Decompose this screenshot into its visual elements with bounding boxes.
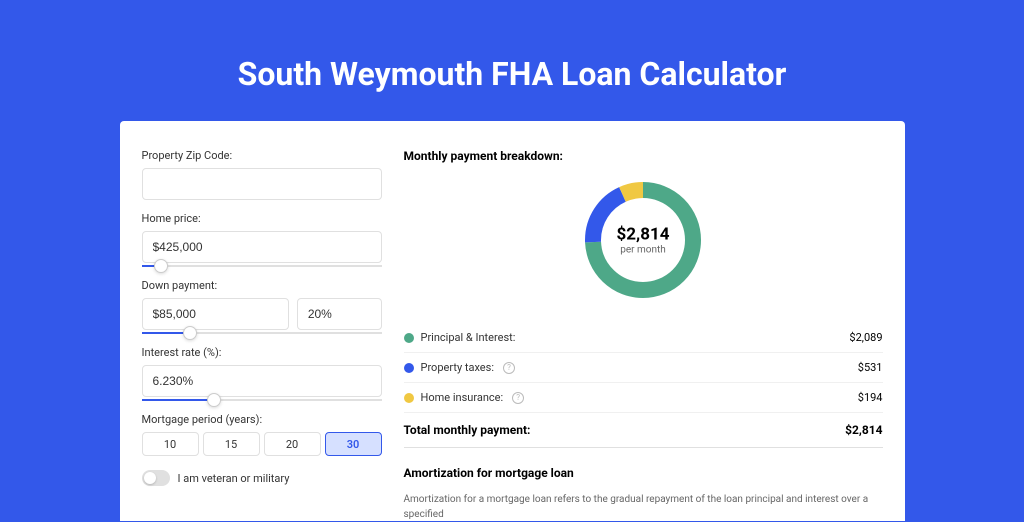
breakdown-title: Monthly payment breakdown: — [404, 149, 883, 163]
legend-dot — [404, 333, 414, 343]
period-button-15[interactable]: 15 — [203, 432, 260, 456]
donut-sublabel: per month — [617, 245, 670, 256]
veteran-toggle[interactable] — [142, 470, 170, 486]
home-price-input[interactable] — [142, 231, 382, 263]
breakdown-panel: Monthly payment breakdown: $2,814 per mo… — [404, 149, 883, 521]
breakdown-label: Home insurance: — [421, 391, 504, 404]
zip-label: Property Zip Code: — [142, 149, 382, 162]
period-label: Mortgage period (years): — [142, 413, 382, 426]
period-button-30[interactable]: 30 — [325, 432, 382, 456]
donut-amount: $2,814 — [617, 225, 670, 245]
veteran-toggle-row: I am veteran or military — [142, 470, 382, 486]
total-row: Total monthly payment: $2,814 — [404, 413, 883, 448]
down-payment-input[interactable] — [142, 298, 289, 330]
down-payment-group: Down payment: — [142, 279, 382, 334]
form-panel: Property Zip Code: Home price: Down paym… — [142, 149, 382, 521]
veteran-label: I am veteran or military — [178, 472, 290, 485]
amortization-text: Amortization for a mortgage loan refers … — [404, 492, 883, 522]
interest-group: Interest rate (%): — [142, 346, 382, 401]
amortization-section: Amortization for mortgage loan Amortizat… — [404, 466, 883, 522]
period-group: Mortgage period (years): 10152030 — [142, 413, 382, 456]
interest-slider[interactable] — [142, 399, 382, 401]
zip-input[interactable] — [142, 168, 382, 200]
down-payment-slider[interactable] — [142, 332, 382, 334]
home-price-label: Home price: — [142, 212, 382, 225]
help-icon[interactable]: ? — [503, 362, 515, 374]
legend-dot — [404, 393, 414, 403]
legend-dot — [404, 363, 414, 373]
page-title: South Weymouth FHA Loan Calculator — [238, 55, 787, 93]
interest-input[interactable] — [142, 365, 382, 397]
donut-chart: $2,814 per month — [578, 175, 708, 305]
toggle-knob — [144, 472, 156, 484]
down-payment-pct-input[interactable] — [297, 298, 382, 330]
breakdown-value: $531 — [858, 361, 883, 374]
calculator-card: Property Zip Code: Home price: Down paym… — [120, 121, 905, 521]
interest-label: Interest rate (%): — [142, 346, 382, 359]
breakdown-label: Property taxes: — [421, 361, 494, 374]
period-button-10[interactable]: 10 — [142, 432, 199, 456]
total-label: Total monthly payment: — [404, 423, 531, 437]
home-price-group: Home price: — [142, 212, 382, 267]
breakdown-row: Principal & Interest: $2,089 — [404, 323, 883, 353]
home-price-slider[interactable] — [142, 265, 382, 267]
zip-field-group: Property Zip Code: — [142, 149, 382, 200]
breakdown-value: $2,089 — [849, 331, 882, 344]
donut-chart-wrap: $2,814 per month — [404, 175, 883, 305]
period-button-20[interactable]: 20 — [264, 432, 321, 456]
down-payment-label: Down payment: — [142, 279, 382, 292]
help-icon[interactable]: ? — [512, 392, 524, 404]
breakdown-row: Property taxes:? $531 — [404, 353, 883, 383]
breakdown-value: $194 — [858, 391, 883, 404]
breakdown-label: Principal & Interest: — [421, 331, 516, 344]
total-value: $2,814 — [845, 423, 882, 437]
breakdown-row: Home insurance:? $194 — [404, 383, 883, 413]
amortization-title: Amortization for mortgage loan — [404, 466, 883, 480]
